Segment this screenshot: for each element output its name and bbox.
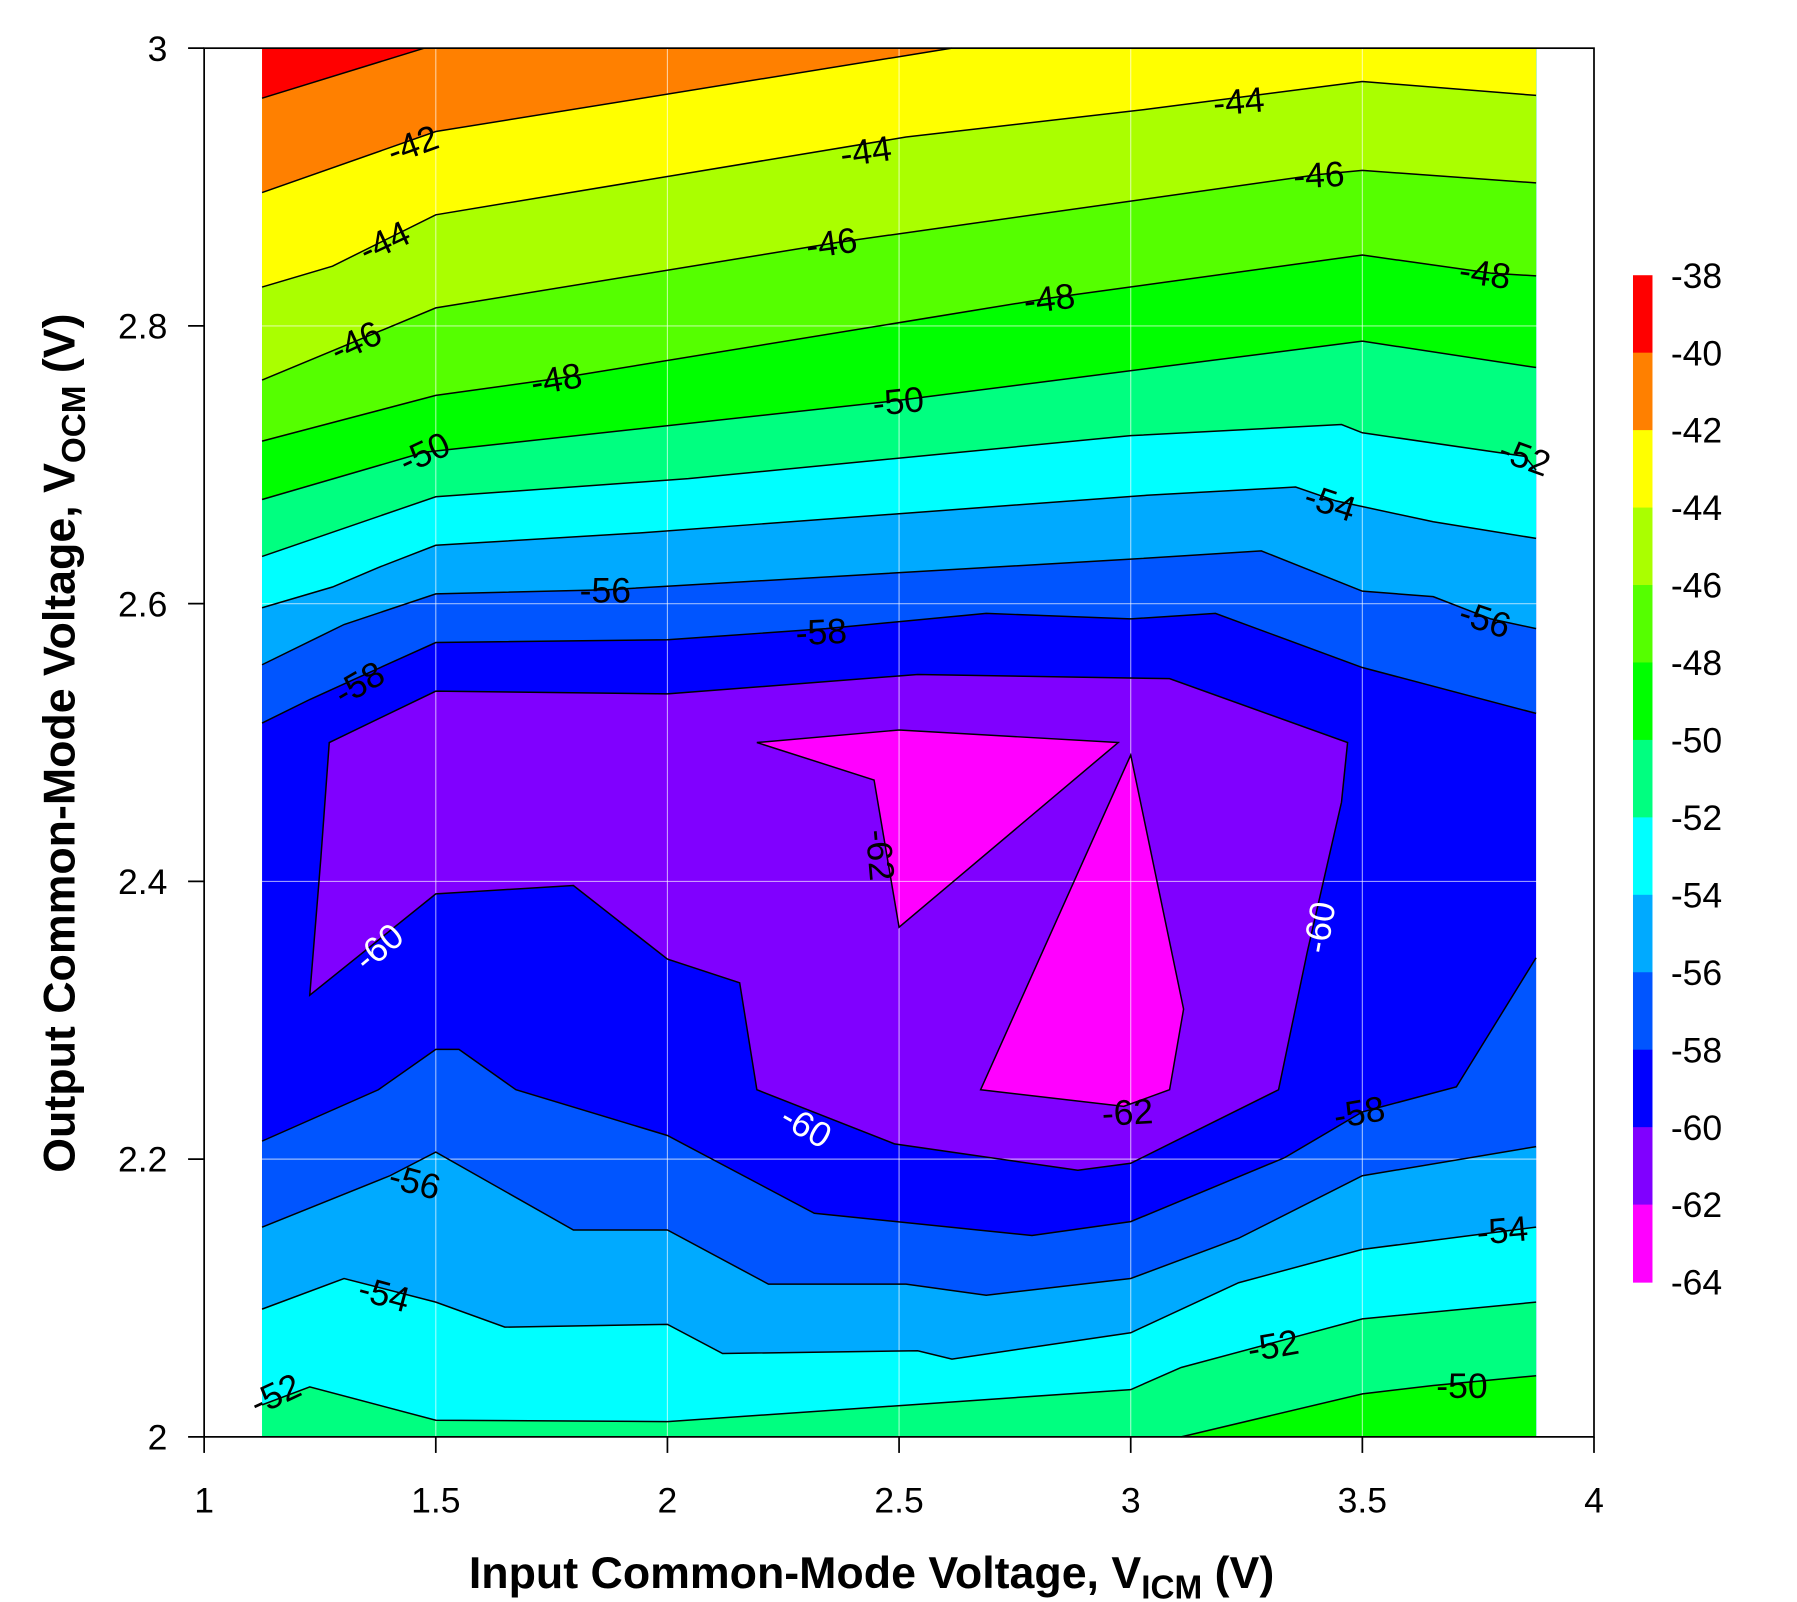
contour-label: -44 (1211, 79, 1266, 123)
contour-label: -62 (858, 828, 902, 883)
y-tick-label: 2 (148, 1417, 168, 1457)
contour-label: -46 (803, 220, 859, 267)
colorbar-label: -60 (1671, 1108, 1722, 1148)
contour-label: -48 (1021, 276, 1077, 322)
contour-label: -48 (528, 355, 586, 403)
colorbar-legend: -38 -40 -42 -44 -46 -48 -50 -52 -54 -56 -58 -60 -62 -… (1632, 256, 1722, 1303)
contour-line-62 (756, 729, 1121, 929)
contour-line-56 (261, 550, 1537, 666)
contour-label: -54 (1475, 1208, 1530, 1252)
colorbar-swatch (1632, 430, 1653, 509)
contour-line-50 (1181, 1375, 1537, 1438)
contour-line-42 (261, 47, 953, 194)
band-closed-62 (756, 730, 1119, 928)
colorbar-swatch (1632, 972, 1653, 1051)
band-above-40 (262, 48, 1537, 99)
contour-lines (261, 47, 1537, 1438)
grid-lines (204, 48, 1594, 1437)
contour-line-52 (261, 1301, 1537, 1423)
colorbar-label: -40 (1671, 333, 1722, 373)
colorbar-swatch (1632, 352, 1653, 431)
contour-line-60 (308, 673, 1349, 1172)
contour-line-48 (261, 254, 1537, 442)
y-tick-label: 2.6 (118, 584, 167, 624)
x-tick-label: 3.5 (1338, 1481, 1387, 1521)
contour-label: -56 (580, 570, 631, 610)
contour-label: -60 (1295, 899, 1343, 957)
contour-line-62 (979, 752, 1185, 1108)
colorbar-label: -50 (1671, 721, 1722, 761)
colorbar-swatch (1632, 1204, 1653, 1283)
contour-label: -58 (1330, 1088, 1388, 1136)
colorbar-label: -48 (1671, 643, 1722, 683)
colorbar-swatch (1632, 275, 1653, 354)
contour-label: -58 (795, 611, 848, 654)
contour-label: -46 (1292, 154, 1345, 197)
contour-line-46 (261, 169, 1537, 381)
colorbar-label: -56 (1671, 953, 1722, 993)
x-tick-label: 2 (658, 1481, 678, 1521)
y-axis-title: Output Common-Mode Voltage, VOCM (V) (36, 313, 93, 1172)
contour-line-54 (261, 486, 1537, 609)
colorbar-swatch (1632, 1049, 1653, 1128)
colorbar-swatch (1632, 507, 1653, 586)
x-tick-label: 4 (1584, 1481, 1604, 1521)
contour-line-54 (261, 1226, 1537, 1360)
colorbar-label: -54 (1671, 875, 1722, 915)
colorbar-label: -42 (1671, 411, 1722, 451)
contour-line-44 (261, 80, 1537, 288)
contour-label: -48 (1457, 250, 1513, 297)
colorbar-label: -62 (1671, 1185, 1722, 1225)
x-axis-title: Input Common-Mode Voltage, VICM (V) (469, 1549, 1274, 1602)
contour-line-58 (261, 957, 1537, 1237)
band-above-42 (262, 48, 1537, 193)
contour-labels: -42-44-44-44-46-46-46-48-48-48-50-50-50-… (244, 79, 1556, 1423)
colorbar-label: -52 (1671, 798, 1722, 838)
y-tick-label: 2.4 (118, 862, 167, 902)
colorbar-swatch (1632, 1127, 1653, 1206)
contour-label: -50 (1436, 1366, 1487, 1406)
x-tick-label: 2.5 (874, 1481, 923, 1521)
contour-line-56 (261, 1145, 1537, 1296)
y-tick-label: 2.2 (118, 1140, 167, 1180)
colorbar-label: -46 (1671, 566, 1722, 606)
band-closed-62 (980, 755, 1184, 1107)
colorbar-label: -58 (1671, 1030, 1722, 1070)
colorbar-label: -44 (1671, 488, 1722, 528)
colorbar-swatch (1632, 817, 1653, 896)
contour-line-50 (261, 340, 1537, 501)
contour-label: -44 (838, 128, 894, 175)
x-tick-label: 3 (1121, 1481, 1141, 1521)
band-below-50 (262, 1375, 1537, 1437)
x-tick-label: 1 (194, 1481, 214, 1521)
colorbar-swatch (1632, 894, 1653, 973)
colorbar-swatch (1632, 739, 1653, 818)
colorbar-label: -64 (1671, 1263, 1722, 1303)
contour-label: -62 (1101, 1091, 1154, 1134)
contour-label: -50 (871, 379, 926, 424)
axes: 1 1.5 2 2.5 3 3.5 4 2 2.2 2.4 2.6 2.8 3 (118, 29, 1604, 1521)
colorbar-label: -38 (1671, 256, 1722, 296)
band-below-52 (262, 1302, 1537, 1437)
contour-line-52 (261, 423, 1537, 558)
x-tick-label: 1.5 (411, 1481, 460, 1521)
contour-line-58 (261, 612, 1537, 724)
y-tick-label: 2.8 (118, 307, 167, 347)
contour-label: -52 (1244, 1322, 1302, 1370)
colorbar-swatch (1632, 585, 1653, 664)
y-tick-label: 3 (148, 29, 168, 69)
contour-line-40 (261, 47, 425, 99)
colorbar-swatch (1632, 662, 1653, 741)
